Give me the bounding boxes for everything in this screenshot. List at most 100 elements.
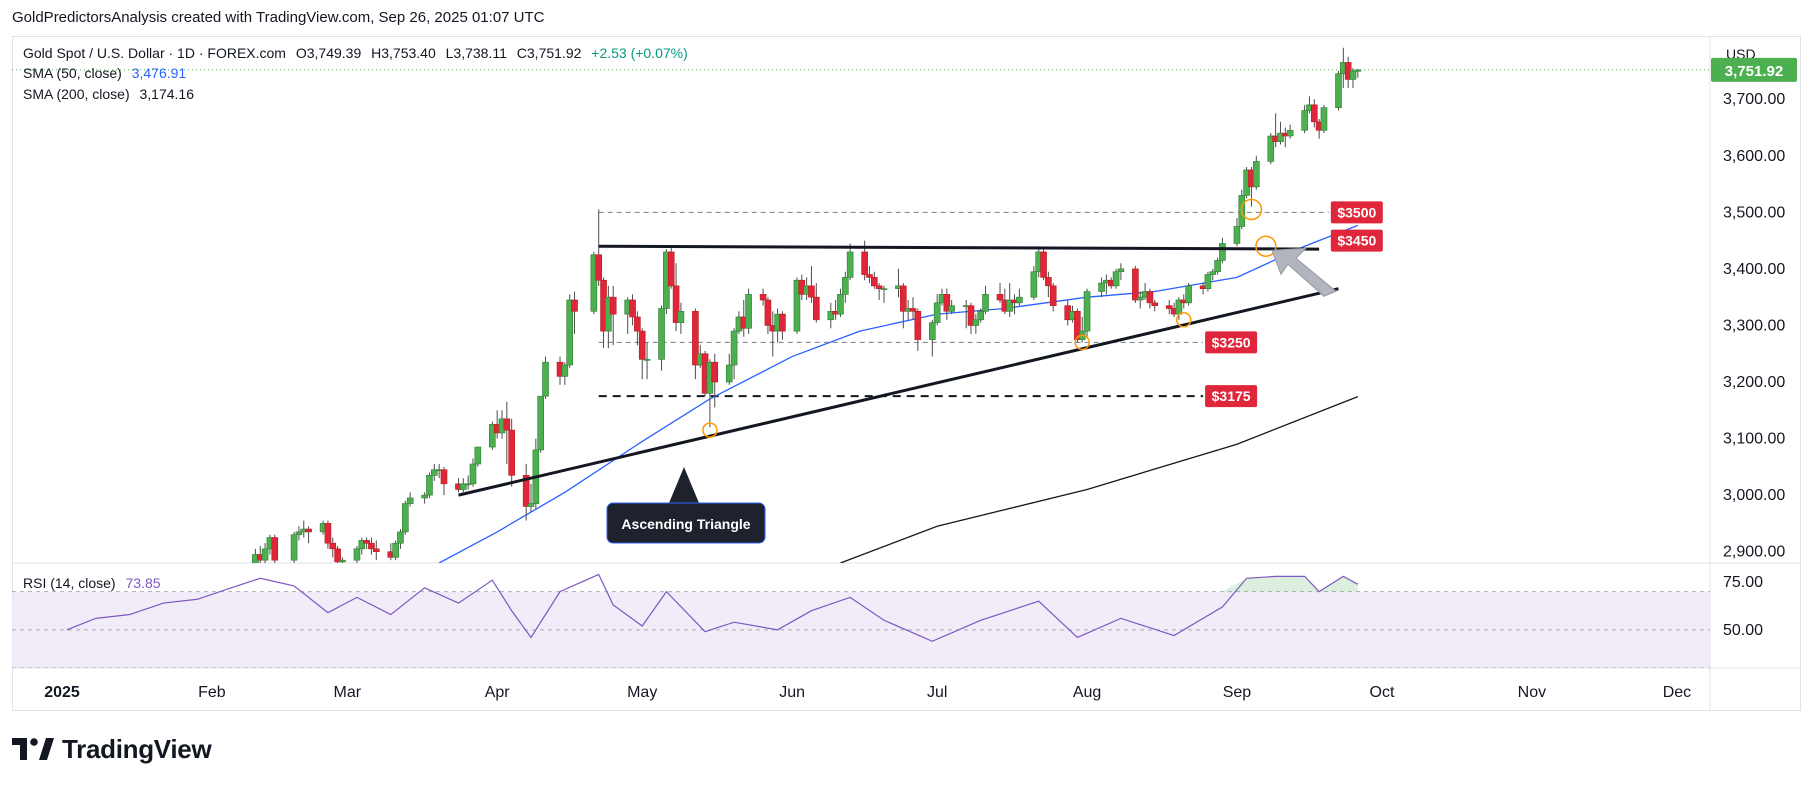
candle-up: [643, 359, 651, 361]
candle-up: [745, 294, 752, 329]
candle-down: [324, 523, 332, 544]
time-axis-tick: May: [627, 684, 657, 701]
time-axis-tick: Oct: [1370, 684, 1395, 701]
last-price-label: 3,751.92: [1725, 63, 1783, 80]
candle-down: [609, 296, 617, 315]
touch-marker: [1176, 312, 1192, 328]
candle-down: [1146, 291, 1154, 304]
candle-up: [1083, 291, 1091, 332]
candle-down: [875, 285, 883, 289]
price-axis-tick: 3,400.00: [1723, 261, 1785, 278]
sma200-legend: SMA (200, close) 3,174.16: [23, 86, 200, 102]
candle-up: [561, 364, 569, 377]
candle-up: [392, 542, 399, 558]
candle-up: [1112, 271, 1120, 287]
level-tag-bg: [1205, 331, 1258, 354]
candle-up: [658, 308, 665, 360]
tradingview-logo[interactable]: TradingView: [12, 734, 212, 764]
candle-down: [692, 311, 699, 366]
candle-up: [339, 559, 346, 563]
candle-up: [358, 540, 366, 550]
price-axis-tick: 3,600.00: [1723, 148, 1785, 165]
candle-up: [841, 277, 849, 295]
candle-down: [943, 294, 951, 312]
price-axis-tick: 2,900.00: [1723, 544, 1785, 561]
candle-down: [1040, 251, 1047, 278]
time-axis-tick: Jul: [927, 684, 947, 701]
candle-up: [1301, 110, 1308, 131]
candle-down: [1151, 302, 1159, 306]
candle-down: [914, 311, 922, 340]
level-tag-label: $3450: [1337, 233, 1376, 249]
candle-down: [996, 294, 1004, 301]
candle-down: [667, 251, 675, 287]
candle-down: [634, 316, 641, 332]
price-axis-tick: 3,500.00: [1723, 204, 1785, 221]
resistance-trendline: [598, 244, 1320, 251]
candle-up: [1277, 132, 1284, 142]
sma50-label: SMA (50, close): [23, 65, 122, 81]
candle-up: [793, 279, 801, 332]
candle-down: [812, 296, 820, 321]
sma200-label: SMA (200, close): [23, 86, 130, 102]
candle-up: [948, 305, 955, 312]
symbol-name: Gold Spot / U.S. Dollar · 1D · FOREX.com: [23, 45, 286, 61]
candle-up: [542, 361, 549, 397]
candle-up: [846, 251, 854, 278]
candle-up: [1233, 226, 1241, 244]
time-axis-tick: 2025: [44, 684, 80, 701]
time-axis-tick: Dec: [1663, 684, 1691, 701]
candle-up: [431, 469, 438, 476]
candle-down: [672, 285, 680, 323]
candle-down: [1132, 268, 1139, 301]
sma50-legend: SMA (50, close) 3,476.91: [23, 65, 192, 81]
candle-up: [1204, 274, 1212, 289]
time-axis-tick: Mar: [333, 684, 361, 701]
candle-up: [397, 531, 404, 544]
candle-down: [503, 418, 511, 431]
candle-up: [1214, 260, 1221, 273]
candle-down: [1311, 104, 1318, 123]
time-axis-tick: Apr: [485, 684, 511, 701]
candle-up: [880, 288, 888, 290]
candle-down: [508, 429, 515, 476]
candle-up: [1016, 296, 1023, 304]
level-tag-label: $3500: [1337, 204, 1376, 220]
candle-down: [629, 299, 636, 318]
candle-up: [1252, 161, 1260, 188]
level-tag-bg: [1330, 229, 1383, 252]
candle-up: [933, 302, 941, 323]
sma50-value: 3,476.91: [131, 65, 187, 81]
candle-up: [827, 311, 835, 321]
candle-down: [372, 548, 380, 552]
pattern-label: Ascending Triangle: [621, 516, 750, 532]
candle-down: [1049, 285, 1057, 306]
low-value: L3,738.11: [445, 45, 507, 61]
price-axis-tick: 3,100.00: [1723, 431, 1785, 448]
candle-down: [595, 254, 603, 281]
candle-down: [759, 294, 767, 301]
candle-up: [353, 548, 361, 561]
candle-down: [808, 285, 815, 298]
candle-up: [290, 534, 298, 561]
callout-box: [606, 502, 766, 544]
candle-down: [368, 542, 375, 550]
time-axis-tick: Feb: [198, 684, 226, 701]
chart-frame: [12, 36, 1801, 711]
rsi-legend: RSI (14, close) 73.85: [23, 575, 167, 591]
change-value: +2.53 (+0.07%): [591, 45, 688, 61]
candle-up: [1354, 69, 1362, 72]
candle-down: [1045, 277, 1052, 287]
rsi-pane: [12, 573, 1710, 668]
candle-up: [1209, 271, 1217, 275]
last-price-tag: [1711, 57, 1797, 82]
candle-up: [426, 475, 433, 496]
price-axis-tick: 3,700.00: [1723, 91, 1785, 108]
candle-up: [730, 330, 738, 366]
candle-up: [1030, 271, 1038, 298]
candle-down: [1074, 311, 1081, 340]
support-trendline: [458, 287, 1339, 497]
sma200-line: [840, 396, 1359, 563]
touch-marker: [702, 422, 718, 438]
